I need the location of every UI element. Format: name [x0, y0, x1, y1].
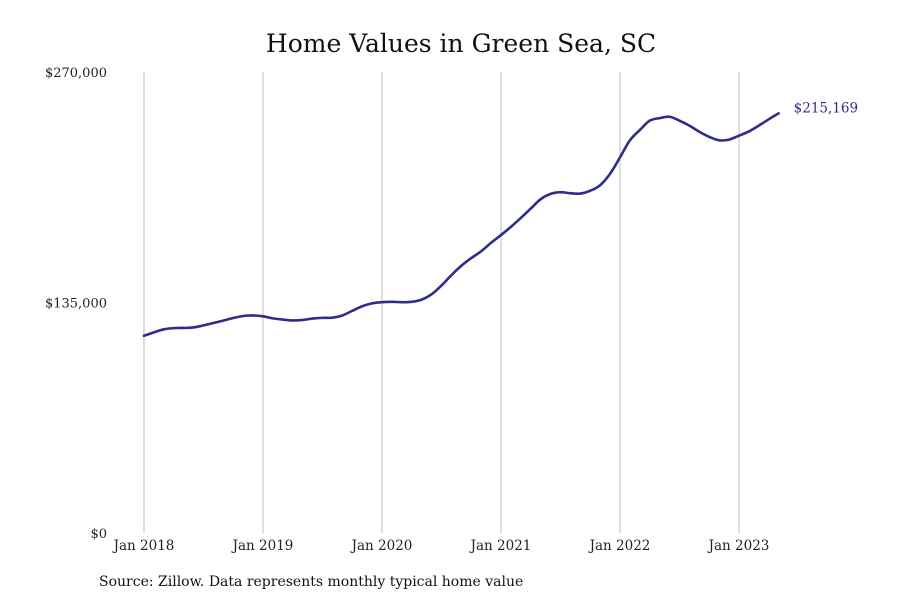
data-point: [252, 314, 254, 316]
chart-title: Home Values in Green Sea, SC: [266, 29, 656, 58]
x-tick-label: Jan 2019: [231, 538, 294, 554]
data-point: [450, 274, 452, 276]
data-point: [301, 319, 303, 321]
data-point: [391, 301, 393, 303]
data-point: [708, 136, 710, 138]
data-point: [658, 117, 660, 119]
data-point: [292, 319, 294, 321]
data-point: [678, 119, 680, 121]
data-point: [420, 298, 422, 300]
data-point: [192, 326, 194, 328]
data-point: [599, 184, 601, 186]
data-point: [629, 139, 631, 141]
data-point: [341, 314, 343, 316]
data-point: [758, 124, 760, 126]
data-point: [262, 315, 264, 317]
data-point: [331, 317, 333, 319]
data-point: [559, 191, 561, 193]
data-point: [728, 138, 730, 140]
data-point: [579, 192, 581, 194]
data-point: [718, 139, 720, 141]
data-point: [272, 317, 274, 319]
data-point: [361, 305, 363, 307]
x-tick-label: Jan 2021: [469, 538, 532, 554]
data-point: [202, 324, 204, 326]
data-point: [539, 198, 541, 200]
data-point: [688, 124, 690, 126]
data-point: [282, 318, 284, 320]
data-point: [401, 301, 403, 303]
data-point: [321, 317, 323, 319]
data-point: [470, 257, 472, 259]
data-point: [311, 317, 313, 319]
data-point: [351, 310, 353, 312]
data-point: [698, 131, 700, 133]
data-point: [460, 265, 462, 267]
data-point: [480, 250, 482, 252]
data-point: [649, 119, 651, 121]
data-point: [768, 118, 770, 120]
data-point: [153, 331, 155, 333]
x-tick-label: Jan 2022: [588, 538, 651, 554]
data-point: [430, 293, 432, 295]
data-point: [173, 327, 175, 329]
data-point: [569, 192, 571, 194]
data-point: [668, 116, 670, 118]
data-point: [639, 129, 641, 131]
end-value-label: $215,169: [794, 100, 858, 116]
data-point: [242, 315, 244, 317]
data-point: [381, 301, 383, 303]
y-tick-label: $0: [90, 527, 107, 542]
data-point: [609, 173, 611, 175]
data-point: [411, 301, 413, 303]
grid-layer: [143, 72, 740, 533]
data-point: [530, 207, 532, 209]
data-point: [143, 335, 145, 337]
data-point: [371, 302, 373, 304]
x-tick-label: Jan 2018: [112, 538, 175, 554]
data-point: [163, 328, 165, 330]
x-tick-label: Jan 2020: [350, 538, 413, 554]
data-point: [490, 242, 492, 244]
data-point: [520, 217, 522, 219]
y-axis-tick-labels: $0 $135,000 $270,000: [45, 66, 107, 542]
data-points: [143, 112, 780, 337]
data-point: [182, 327, 184, 329]
data-point: [748, 130, 750, 132]
y-tick-label: $270,000: [45, 66, 107, 81]
data-point: [222, 319, 224, 321]
data-point: [510, 226, 512, 228]
data-point: [619, 156, 621, 158]
x-tick-label: Jan 2023: [707, 538, 770, 554]
data-point: [589, 189, 591, 191]
data-point: [212, 322, 214, 324]
data-point: [777, 112, 779, 114]
data-point: [500, 234, 502, 236]
x-axis-tick-labels: Jan 2018 Jan 2019 Jan 2020 Jan 2021 Jan 2022…: [112, 538, 770, 554]
data-point: [549, 193, 551, 195]
data-point: [738, 134, 740, 136]
data-point: [440, 284, 442, 286]
data-point: [232, 317, 234, 319]
series-line: [142, 112, 780, 338]
source-note: Source: Zillow. Data represents monthly …: [99, 574, 523, 590]
y-tick-label: $135,000: [45, 297, 107, 312]
